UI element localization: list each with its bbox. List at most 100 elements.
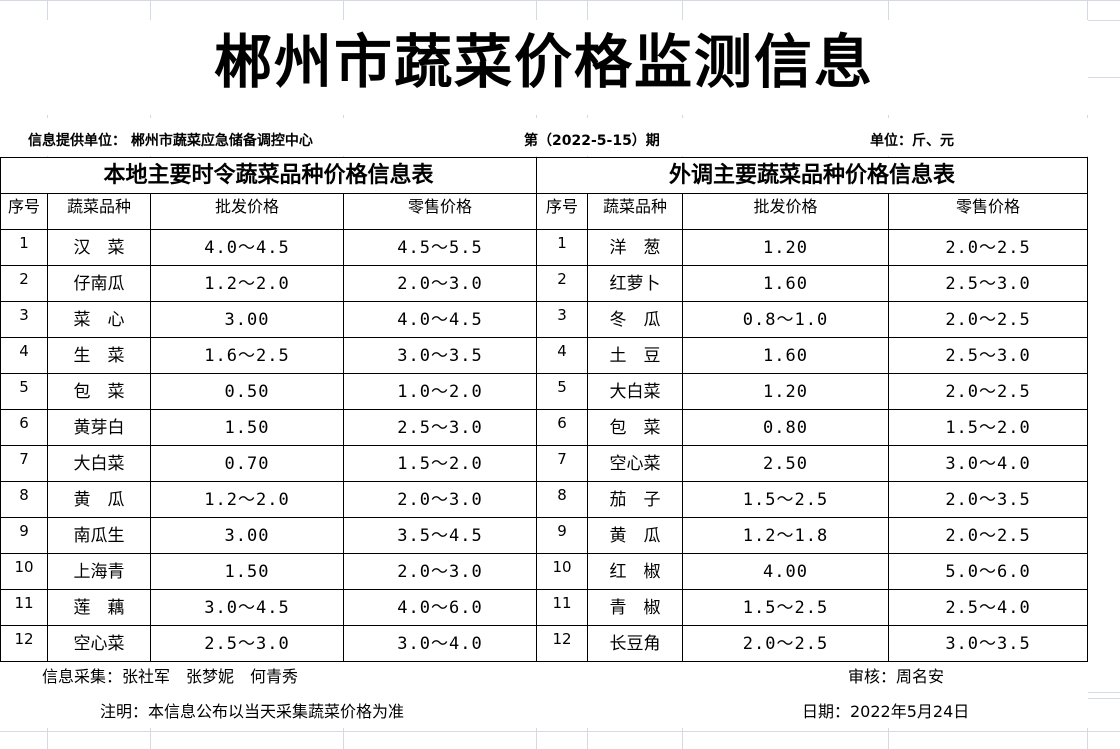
price-table: 本地主要时令蔬菜品种价格信息表 外调主要蔬菜品种价格信息表 序号 蔬菜品种 批发…	[0, 157, 1089, 662]
local-row-index: 11	[0, 589, 48, 626]
local-wholesale-price: 2.5～3.0	[150, 625, 344, 662]
col-header-retail: 零售价格	[888, 193, 1089, 230]
external-row-index: 9	[536, 517, 589, 554]
external-row-index: 7	[536, 445, 589, 482]
note: 注明：本信息公布以当天采集蔬菜价格为准	[100, 702, 405, 721]
external-retail-price: 2.5～3.0	[888, 265, 1089, 302]
local-wholesale-price: 1.6～2.5	[150, 337, 344, 374]
info-unit: 单位：斤、元	[870, 133, 954, 149]
external-retail-price: 2.0～2.5	[888, 229, 1089, 266]
table-row: 7 大白菜 0.70 1.5～2.0 7 空心菜 2.50 3.0～4.0	[0, 445, 1089, 482]
table-row: 6 黄芽白 1.50 2.5～3.0 6 包 菜 0.80 1.5～2.0	[0, 409, 1089, 446]
external-retail-price: 3.0～4.0	[888, 445, 1089, 482]
local-variety: 南瓜生	[47, 517, 151, 554]
col-header-retail: 零售价格	[342, 193, 538, 230]
local-variety: 包 菜	[47, 373, 151, 410]
column-header-row: 序号 蔬菜品种 批发价格 零售价格 序号 蔬菜品种 批发价格 零售价格	[0, 193, 1089, 230]
external-row-index: 6	[536, 409, 589, 446]
collectors: 信息采集：张社军 张梦妮 何青秀	[42, 667, 299, 686]
external-wholesale-price: 1.20	[682, 373, 890, 410]
external-retail-price: 2.5～3.0	[888, 337, 1089, 374]
external-wholesale-price: 2.0～2.5	[682, 625, 890, 662]
local-row-index: 3	[0, 301, 48, 338]
local-variety: 黄芽白	[47, 409, 151, 446]
external-retail-price: 2.0～2.5	[888, 373, 1089, 410]
date: 日期：2022年5月24日	[802, 702, 970, 721]
external-variety: 大白菜	[587, 373, 684, 410]
col-header-variety: 蔬菜品种	[587, 193, 684, 230]
external-variety: 茄 子	[587, 481, 684, 518]
external-variety: 空心菜	[587, 445, 684, 482]
external-row-index: 5	[536, 373, 589, 410]
external-retail-price: 2.0～2.5	[888, 301, 1089, 338]
external-row-index: 3	[536, 301, 589, 338]
external-row-index: 12	[536, 625, 589, 662]
local-variety: 生 菜	[47, 337, 151, 374]
local-retail-price: 2.0～3.0	[342, 481, 538, 518]
external-variety: 红 椒	[587, 553, 684, 590]
external-row-index: 11	[536, 589, 589, 626]
local-variety: 空心菜	[47, 625, 151, 662]
external-row-index: 4	[536, 337, 589, 374]
footer-signoff: 信息采集：张社军 张梦妮 何青秀 审核：周名安	[0, 662, 1088, 692]
external-retail-price: 5.0～6.0	[888, 553, 1089, 590]
local-retail-price: 3.0～4.0	[342, 625, 538, 662]
external-retail-price: 2.0～2.5	[888, 517, 1089, 554]
col-header-index: 序号	[0, 193, 48, 230]
external-row-index: 2	[536, 265, 589, 302]
col-header-wholesale: 批发价格	[150, 193, 344, 230]
local-wholesale-price: 1.2～2.0	[150, 265, 344, 302]
external-variety: 黄 瓜	[587, 517, 684, 554]
local-variety: 黄 瓜	[47, 481, 151, 518]
local-row-index: 10	[0, 553, 48, 590]
table-row: 11 莲 藕 3.0～4.5 4.0～6.0 11 青 椒 1.5～2.5 2.5～4.0	[0, 589, 1089, 626]
external-table-heading: 外调主要蔬菜品种价格信息表	[536, 157, 1089, 194]
table-row: 10 上海青 1.50 2.0～3.0 10 红 椒 4.00 5.0～6.0	[0, 553, 1089, 590]
external-variety: 冬 瓜	[587, 301, 684, 338]
local-retail-price: 3.5～4.5	[342, 517, 538, 554]
external-row-index: 8	[536, 481, 589, 518]
local-wholesale-price: 4.0～4.5	[150, 229, 344, 266]
local-retail-price: 4.5～5.5	[342, 229, 538, 266]
external-wholesale-price: 0.8～1.0	[682, 301, 890, 338]
local-wholesale-price: 1.50	[150, 553, 344, 590]
local-row-index: 6	[0, 409, 48, 446]
local-wholesale-price: 0.50	[150, 373, 344, 410]
local-row-index: 4	[0, 337, 48, 374]
local-retail-price: 2.0～3.0	[342, 265, 538, 302]
external-retail-price: 3.0～3.5	[888, 625, 1089, 662]
external-retail-price: 2.5～4.0	[888, 589, 1089, 626]
local-retail-price: 1.0～2.0	[342, 373, 538, 410]
col-header-wholesale: 批发价格	[682, 193, 890, 230]
local-row-index: 2	[0, 265, 48, 302]
local-variety: 大白菜	[47, 445, 151, 482]
external-retail-price: 2.0～3.5	[888, 481, 1089, 518]
external-variety: 长豆角	[587, 625, 684, 662]
reviewer: 审核：周名安	[848, 667, 945, 686]
local-variety: 莲 藕	[47, 589, 151, 626]
local-retail-price: 4.0～6.0	[342, 589, 538, 626]
external-wholesale-price: 1.60	[682, 337, 890, 374]
external-variety: 青 椒	[587, 589, 684, 626]
local-wholesale-price: 3.00	[150, 301, 344, 338]
local-variety: 上海青	[47, 553, 151, 590]
local-row-index: 7	[0, 445, 48, 482]
external-wholesale-price: 1.5～2.5	[682, 589, 890, 626]
info-issue: 第（2022-5-15）期	[524, 133, 660, 149]
external-variety: 土 豆	[587, 337, 684, 374]
col-header-variety: 蔬菜品种	[47, 193, 151, 230]
external-variety: 红萝卜	[587, 265, 684, 302]
section-heading-row: 本地主要时令蔬菜品种价格信息表 外调主要蔬菜品种价格信息表	[0, 157, 1089, 194]
local-wholesale-price: 1.50	[150, 409, 344, 446]
external-variety: 包 菜	[587, 409, 684, 446]
local-table-heading: 本地主要时令蔬菜品种价格信息表	[0, 157, 538, 194]
external-wholesale-price: 1.20	[682, 229, 890, 266]
external-wholesale-price: 4.00	[682, 553, 890, 590]
local-row-index: 5	[0, 373, 48, 410]
local-variety: 仔南瓜	[47, 265, 151, 302]
local-retail-price: 1.5～2.0	[342, 445, 538, 482]
